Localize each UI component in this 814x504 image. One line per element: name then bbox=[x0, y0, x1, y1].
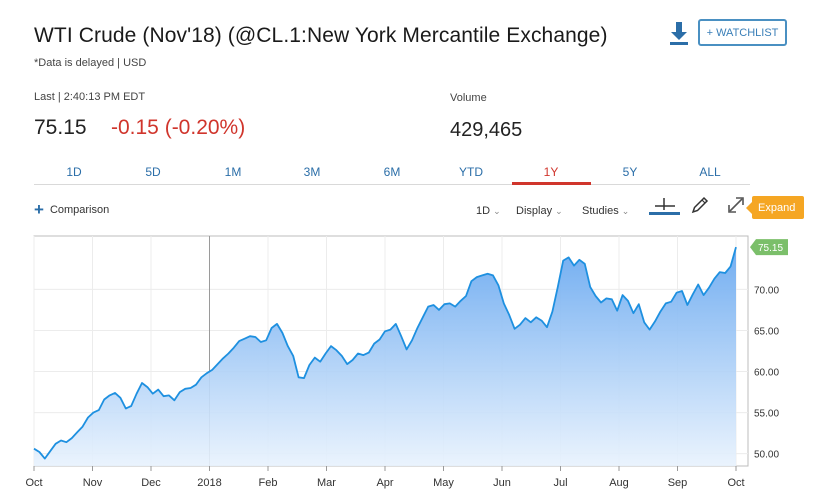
x-tick-label: Oct bbox=[727, 477, 744, 489]
x-tick-label: 2018 bbox=[197, 477, 221, 489]
crosshair-draw-icon[interactable] bbox=[649, 196, 679, 216]
y-tick-label: 65.00 bbox=[754, 326, 779, 337]
expand-icon[interactable] bbox=[726, 195, 746, 215]
x-tick-label: Dec bbox=[141, 477, 161, 489]
range-tab-ytd[interactable]: YTD bbox=[459, 165, 483, 179]
active-tab-indicator bbox=[512, 182, 591, 185]
range-tab-5y[interactable]: 5Y bbox=[622, 165, 638, 179]
interval-label: 1D bbox=[476, 205, 491, 217]
data-delay-note: *Data is delayed | USD bbox=[34, 57, 147, 69]
display-dropdown[interactable]: Display ⌄ bbox=[516, 205, 563, 217]
price-chart[interactable]: 50.00 55.00 60.00 65.00 70.00 Oct Nov Dec 2018 Fe… bbox=[0, 226, 814, 504]
x-tick-label: Oct bbox=[25, 477, 42, 489]
series-line bbox=[33, 246, 737, 460]
x-tick-label: Sep bbox=[668, 477, 688, 489]
x-tick-label: Nov bbox=[83, 477, 103, 489]
range-tabs: 1D 5D 1M 3M 6M YTD 1Y 5Y ALL bbox=[34, 161, 750, 185]
y-tick-label: 60.00 bbox=[754, 368, 779, 379]
page-title: WTI Crude (Nov'18) (@CL.1:New York Merca… bbox=[34, 24, 608, 47]
x-tick-label: Feb bbox=[259, 477, 278, 489]
x-tick-label: Jun bbox=[493, 477, 511, 489]
range-tab-1y[interactable]: 1Y bbox=[543, 165, 559, 179]
volume-label: Volume bbox=[450, 92, 487, 104]
y-tick-label: 50.00 bbox=[754, 450, 779, 461]
download-icon[interactable] bbox=[668, 21, 690, 45]
volume-value: 429,465 bbox=[450, 119, 523, 141]
series-area bbox=[34, 247, 736, 466]
x-tick-label: May bbox=[433, 477, 454, 489]
watchlist-button[interactable]: + WATCHLIST bbox=[698, 19, 787, 46]
interval-dropdown[interactable]: 1D ⌄ bbox=[476, 205, 501, 217]
range-tab-5d[interactable]: 5D bbox=[145, 165, 161, 179]
comparison-button[interactable]: + Comparison bbox=[34, 200, 110, 219]
active-tool-indicator bbox=[649, 212, 680, 215]
x-tick-label: Jul bbox=[553, 477, 567, 489]
last-value-badge bbox=[750, 239, 788, 256]
range-tab-3m[interactable]: 3M bbox=[303, 165, 321, 179]
y-tick-label: 55.00 bbox=[754, 409, 779, 420]
pencil-icon[interactable] bbox=[690, 195, 710, 215]
x-tick-label: Mar bbox=[317, 477, 336, 489]
x-tick-label: Aug bbox=[609, 477, 629, 489]
range-tab-1d[interactable]: 1D bbox=[66, 165, 82, 179]
price-change: -0.15 (-0.20%) bbox=[111, 116, 246, 139]
studies-dropdown[interactable]: Studies ⌄ bbox=[582, 205, 629, 217]
display-label: Display bbox=[516, 205, 553, 217]
studies-label: Studies bbox=[582, 205, 619, 217]
chevron-down-icon: ⌄ bbox=[493, 206, 501, 216]
x-tick-label: Apr bbox=[376, 477, 393, 489]
range-tab-1m[interactable]: 1M bbox=[224, 165, 242, 179]
last-price: 75.15 bbox=[34, 116, 87, 139]
comparison-label: Comparison bbox=[49, 204, 110, 216]
last-value-label: 75.15 bbox=[758, 243, 783, 254]
plus-icon: + bbox=[34, 200, 44, 219]
range-tab-all[interactable]: ALL bbox=[699, 165, 721, 179]
chevron-down-icon: ⌄ bbox=[555, 206, 563, 216]
chevron-down-icon: ⌄ bbox=[621, 206, 630, 216]
y-tick-label: 70.00 bbox=[754, 285, 779, 296]
last-trade-time: Last | 2:40:13 PM EDT bbox=[34, 91, 146, 103]
expand-tooltip: Expand bbox=[745, 196, 805, 219]
range-tab-6m[interactable]: 6M bbox=[383, 165, 401, 179]
